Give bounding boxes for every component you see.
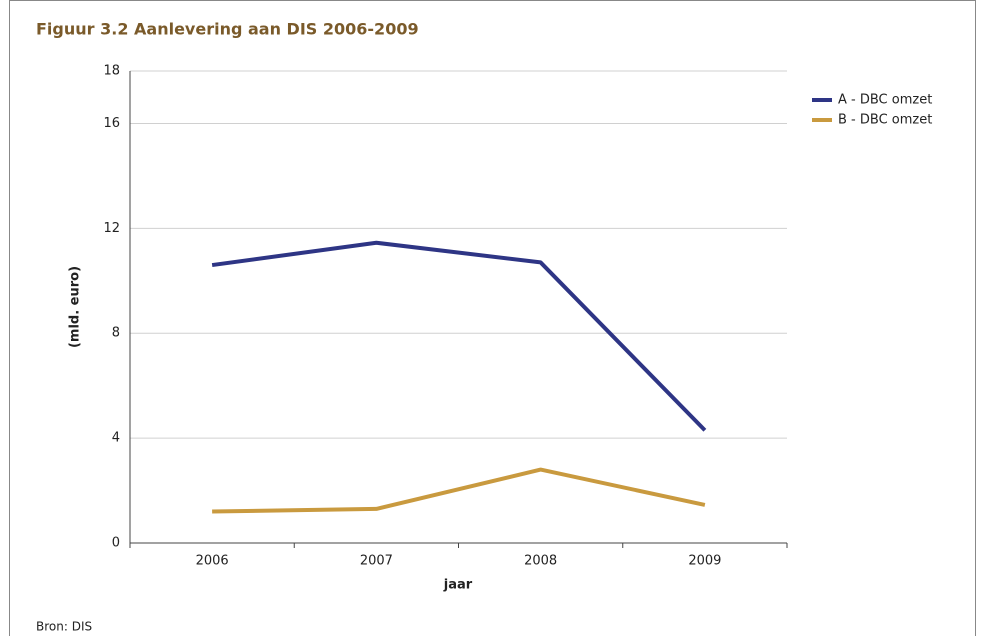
chart-title: Figuur 3.2 Aanlevering aan DIS 2006-2009 <box>36 20 419 39</box>
y-axis-title: (mld. euro) <box>68 266 83 348</box>
y-tick-label: 12 <box>103 221 120 236</box>
x-tick-label: 2009 <box>688 554 721 569</box>
y-tick-label: 8 <box>112 326 120 341</box>
y-tick-label: 4 <box>112 431 120 446</box>
series-line <box>211 240 707 432</box>
legend-label: A - DBC omzet <box>838 93 932 108</box>
y-tick-label: 0 <box>112 536 120 551</box>
x-tick-label: 2007 <box>360 554 393 569</box>
y-tick-label: 18 <box>103 64 120 79</box>
frame <box>9 0 976 636</box>
x-axis-title: jaar <box>443 578 473 593</box>
series-line <box>212 467 706 514</box>
legend-label: B - DBC omzet <box>838 113 932 128</box>
source-note: Bron: DIS <box>36 620 92 634</box>
x-tick-label: 2006 <box>196 554 229 569</box>
y-tick-label: 16 <box>103 116 120 131</box>
x-tick-label: 2008 <box>524 554 557 569</box>
